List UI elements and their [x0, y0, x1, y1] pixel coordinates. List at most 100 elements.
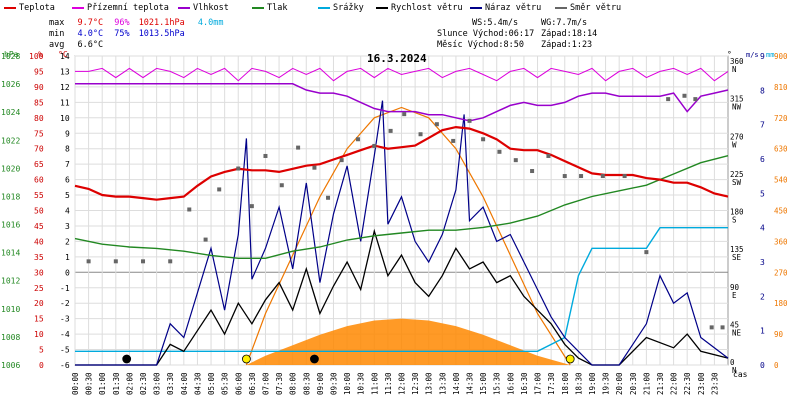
x-tick-5: 02:30 — [139, 372, 148, 395]
x-axis-label: čas — [733, 369, 748, 379]
stats-max-label: max — [49, 18, 65, 28]
humidity-tick-17: 15 — [34, 315, 44, 324]
solar-area — [246, 318, 571, 365]
humidity-tick-5: 75 — [34, 129, 44, 138]
dir-dot-33 — [666, 97, 671, 102]
temp-tick-8: 6 — [65, 176, 70, 185]
temp-tick-16: -2 — [60, 299, 70, 308]
legend-item-feels: Přízemní teplota — [72, 3, 169, 13]
pressure-tick-10: 1008 — [1, 333, 20, 342]
pressure-tick-1: 1026 — [1, 80, 20, 89]
legend-swatch-gust — [470, 6, 482, 9]
x-tick-32: 16:00 — [506, 372, 515, 395]
humidity-tick-20: 0 — [39, 361, 44, 370]
dir-dot-26 — [530, 169, 535, 174]
x-tick-15: 07:30 — [275, 372, 284, 395]
dir-dot-3 — [168, 259, 173, 264]
humidity-tick-8: 60 — [34, 176, 44, 185]
dir-tick-name-1: NW — [732, 103, 742, 112]
x-tick-27: 13:30 — [438, 372, 447, 395]
x-tick-43: 21:30 — [656, 372, 665, 395]
legend-swatch-dir — [555, 6, 567, 9]
legend-item-gust: Náraz větru — [470, 3, 541, 13]
x-tick-9: 04:30 — [193, 372, 202, 395]
dir-dot-27 — [546, 153, 551, 158]
temp-tick-11: 3 — [65, 222, 70, 231]
legend-item-rain: Srážky — [318, 3, 364, 13]
solar-tick-3: 630 — [774, 145, 788, 154]
legend-label-feels: Přízemní teplota — [87, 3, 169, 13]
info-moonrise: Měsíc Východ:8:50 — [437, 40, 524, 50]
x-tick-12: 06:00 — [234, 372, 243, 395]
humidity-tick-11: 45 — [34, 222, 44, 231]
temp-tick-9: 5 — [65, 191, 70, 200]
dir-dot-35 — [693, 97, 698, 102]
pressure-tick-0: 1028 — [1, 52, 20, 61]
pressure-tick-3: 1022 — [1, 136, 20, 145]
dir-tick-name-8: N — [732, 366, 737, 375]
axis-unit-degc: °C — [58, 50, 68, 59]
x-tick-34: 17:00 — [534, 372, 543, 395]
x-tick-1: 00:30 — [85, 372, 94, 395]
wind-tick-1: 8 — [760, 86, 765, 95]
wind-tick-0: 9 — [760, 52, 765, 61]
solar-tick-9: 90 — [774, 330, 784, 339]
stats-max-temp: 9.7°C — [77, 18, 104, 28]
gust-line — [75, 100, 729, 366]
legend-swatch-feels — [72, 6, 84, 9]
humidity-tick-10: 50 — [34, 207, 44, 216]
stats-min-temp: 4.0°C — [77, 29, 104, 39]
temp-tick-18: -4 — [60, 330, 70, 339]
marker-sunset-3 — [565, 354, 575, 364]
dir-dot-24 — [497, 149, 502, 154]
temp-tick-5: 9 — [65, 129, 70, 138]
temp-tick-0: 14 — [60, 52, 70, 61]
stats-avg-row: avg 6.6°C — [49, 40, 103, 50]
dir-dot-34 — [682, 93, 687, 98]
wind-tick-5: 4 — [760, 224, 765, 233]
x-tick-30: 15:00 — [479, 372, 488, 395]
x-tick-46: 23:00 — [697, 372, 706, 395]
wind-line — [75, 228, 729, 366]
stats-max-rain: 4.0mm — [197, 18, 224, 28]
pressure-tick-8: 1012 — [1, 277, 20, 286]
humidity-tick-7: 65 — [34, 160, 44, 169]
x-tick-26: 13:00 — [425, 372, 434, 395]
legend-label-temp: Teplota — [19, 3, 55, 13]
dir-dot-0 — [86, 259, 91, 264]
temp-tick-19: -5 — [60, 346, 70, 355]
x-tick-18: 09:00 — [316, 372, 325, 395]
axis-unit-ms: m/s — [746, 51, 759, 59]
dir-dot-11 — [296, 145, 301, 150]
dir-dot-1 — [113, 259, 118, 264]
legend-label-rain: Srážky — [333, 3, 364, 13]
dir-tick-deg-4: 180 — [730, 208, 744, 217]
dir-dot-19 — [418, 132, 423, 137]
x-tick-25: 12:30 — [411, 372, 420, 395]
marker-moonset-0 — [122, 354, 132, 364]
humidity-tick-18: 10 — [34, 330, 44, 339]
wind-tick-6: 3 — [760, 258, 765, 267]
dir-dot-22 — [467, 118, 472, 123]
dir-dot-10 — [279, 183, 284, 188]
humidity-tick-16: 20 — [34, 299, 44, 308]
x-tick-35: 17:30 — [547, 372, 556, 395]
pressure-tick-11: 1006 — [1, 361, 20, 370]
x-tick-13: 06:30 — [248, 372, 257, 395]
solar-tick-1: 810 — [774, 83, 788, 92]
info-sunset: Západ:18:14 — [541, 29, 598, 39]
dir-dot-30 — [600, 174, 605, 179]
dir-tick-name-2: W — [732, 140, 737, 149]
stats-avg-temp: 6.6°C — [77, 40, 104, 50]
wind-tick-3: 6 — [760, 155, 765, 164]
rain-line — [75, 227, 728, 352]
dir-dot-18 — [402, 112, 407, 117]
legend-label-wind: Rychlost větru — [391, 3, 463, 13]
humidity-tick-1: 95 — [34, 67, 44, 76]
legend-label-gust: Náraz větru — [485, 3, 542, 13]
x-tick-47: 23:30 — [710, 372, 719, 395]
pressure-line — [74, 155, 729, 259]
x-tick-10: 05:00 — [207, 372, 216, 395]
